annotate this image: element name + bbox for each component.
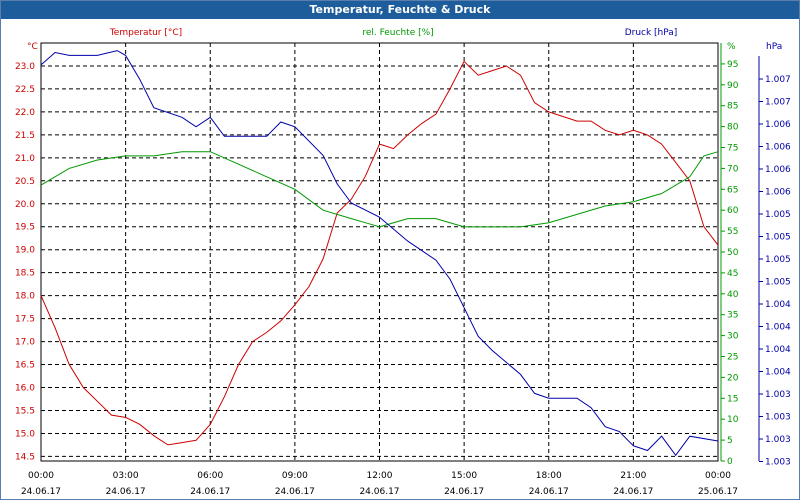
temp-tick-label: 16.5 [15,361,35,371]
temp-tick-label: 17.5 [15,315,35,325]
plot-border [40,42,719,462]
x-tick-date: 24.06.17 [359,487,399,497]
pressure-axis-title: Druck [hPa] [625,28,678,38]
humidity-tick-label: 85 [727,102,738,112]
temp-tick-label: 16.0 [15,384,35,394]
pressure-tick-label: 1.003 [765,413,791,423]
temp-tick-label: 20.0 [15,200,35,210]
humidity-tick-label: 25 [727,353,738,363]
x-tick-date: 24.06.17 [190,487,230,497]
humidity-tick-label: 15 [727,394,738,404]
labels: 23.0 22.5 22.0 21.5 21.0 20.5 20.0 19.5 19.0 18.5… [15,28,791,497]
x-tick-time: 00:00 [705,471,731,481]
temp-tick-label: 19.0 [15,246,35,256]
pressure-tick-label: 1.006 [765,120,791,130]
humidity-tick-label: 45 [727,269,738,279]
humidity-line [40,151,719,228]
pressure-tick-label: 1.006 [765,188,791,198]
pressure-tick-label: 1.003 [765,390,791,400]
pressure-tick-label: 1.004 [765,368,791,378]
humidity-tick-label: 70 [727,164,739,174]
humidity-tick-label: 90 [727,81,739,91]
humidity-axis-title: rel. Feuchte [%] [362,28,433,38]
temp-tick-label: 21.5 [15,131,35,141]
grid [40,43,719,461]
x-tick-date: 24.06.17 [21,487,61,497]
humidity-tick-label: 30 [727,332,739,342]
humidity-tick-label: 0 [727,457,733,467]
x-tick-time: 06:00 [197,471,223,481]
pressure-tick-label: 1.006 [765,165,791,175]
pressure-unit: hPa [766,42,782,52]
pressure-tick-label: 1.005 [765,255,791,265]
pressure-tick-label: 1.007 [765,75,791,85]
temp-tick-label: 22.5 [15,85,35,95]
x-tick-time: 03:00 [113,471,139,481]
x-tick-date: 24.06.17 [275,487,315,497]
x-tick-time: 12:00 [367,471,393,481]
x-tick-date: 24.06.17 [613,487,653,497]
humidity-tick-label: 55 [727,227,738,237]
pressure-tick-label: 1.004 [765,300,791,310]
pressure-tick-label: 1.005 [765,278,791,288]
humidity-tick-label: 10 [727,415,739,425]
humidity-tick-label: 50 [727,248,739,258]
x-tick-time: 15:00 [451,471,477,481]
axes [40,42,763,462]
temp-tick-label: 20.5 [15,177,35,187]
temp-tick-label: 14.5 [15,452,35,462]
pressure-tick-label: 1.004 [765,323,791,333]
temp-tick-label: 15.0 [15,429,35,439]
x-tick-time: 18:00 [536,471,562,481]
temp-unit: °C [27,42,38,52]
temp-tick-label: 15.5 [15,406,35,416]
x-tick-time: 00:00 [28,471,54,481]
humidity-tick-label: 80 [727,123,739,133]
temp-axis-title: Temperatur [°C] [109,28,182,38]
temperature-line [40,60,719,446]
pressure-tick-label: 1.007 [765,98,791,108]
x-tick-date: 24.06.17 [529,487,569,497]
temp-tick-label: 19.5 [15,223,35,233]
humidity-tick-label: 5 [727,436,733,446]
x-tick-date: 25.06.17 [698,487,738,497]
humidity-tick-label: 75 [727,144,738,154]
x-tick-date: 24.06.17 [106,487,146,497]
pressure-tick-label: 1.004 [765,345,791,355]
humidity-tick-label: 20 [727,373,739,383]
series-lines [40,50,719,457]
x-tick-date: 24.06.17 [444,487,484,497]
temp-tick-label: 18.5 [15,269,35,279]
temp-tick-label: 21.0 [15,154,35,164]
temp-tick-label: 23.0 [15,62,35,72]
humidity-tick-label: 40 [727,290,739,300]
humidity-tick-label: 35 [727,311,738,321]
x-tick-time: 09:00 [282,471,308,481]
temp-tick-label: 18.0 [15,292,35,302]
chart-title: Temperatur, Feuchte & Druck [1,1,799,19]
humidity-tick-label: 60 [727,206,739,216]
humidity-tick-label: 65 [727,185,738,195]
pressure-tick-label: 1.006 [765,143,791,153]
pressure-tick-label: 1.003 [765,435,791,445]
pressure-tick-label: 1.003 [765,458,791,468]
temp-tick-label: 17.0 [15,338,35,348]
pressure-tick-label: 1.005 [765,233,791,243]
x-tick-time: 21:00 [620,471,646,481]
pressure-line [40,50,719,457]
humidity-unit: % [727,42,736,52]
pressure-tick-label: 1.005 [765,210,791,220]
temp-tick-label: 22.0 [15,108,35,118]
humidity-tick-label: 95 [727,60,738,70]
